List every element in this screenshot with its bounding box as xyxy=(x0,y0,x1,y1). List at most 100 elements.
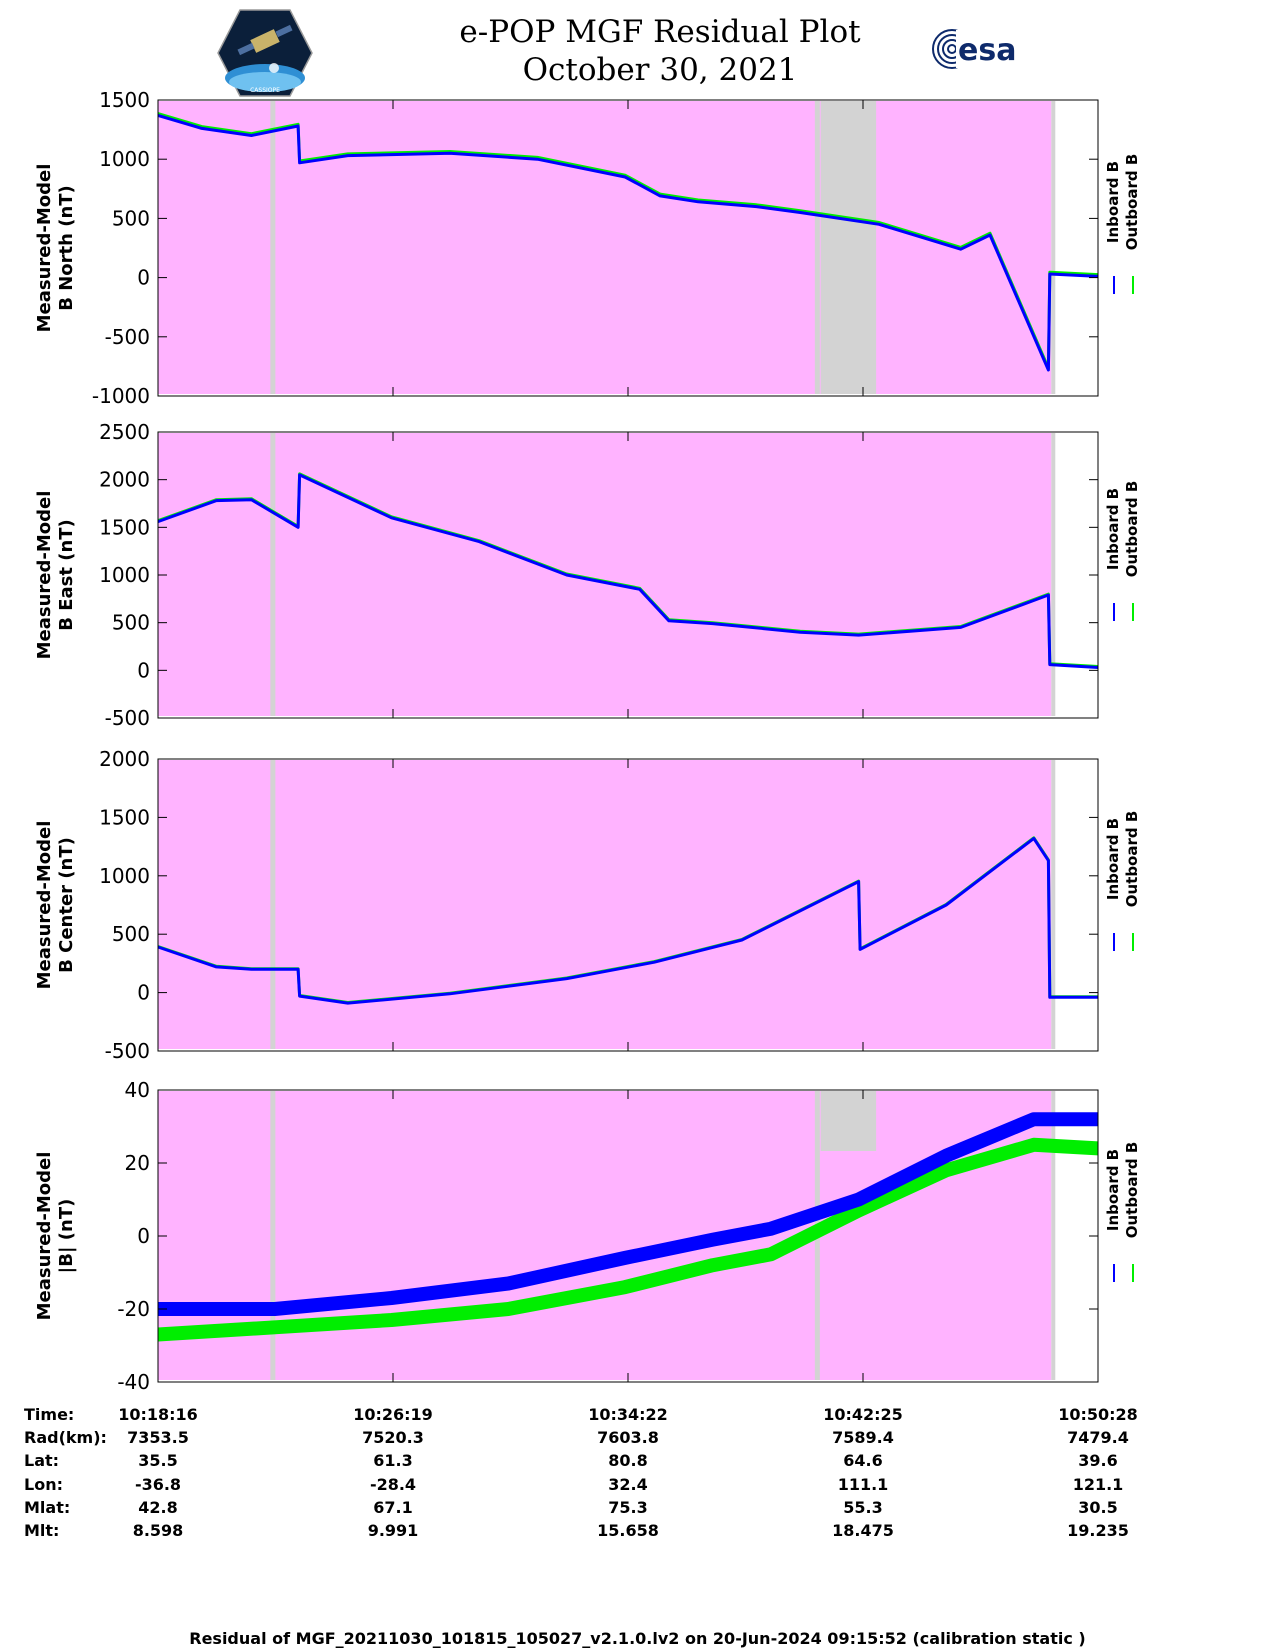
orbit-cell: 7520.3 xyxy=(362,1428,424,1447)
data-coverage-shade xyxy=(158,1091,1052,1380)
orbit-cell: 121.1 xyxy=(1072,1475,1124,1494)
gap-shade xyxy=(1051,101,1056,394)
data-coverage-shade xyxy=(158,101,1052,394)
orbit-cell: 10:50:28 xyxy=(1058,1405,1138,1424)
orbit-row-label: Mlat: xyxy=(24,1498,71,1517)
gap-shade xyxy=(270,760,276,1049)
cassiope-logo-text: CASSIOPE xyxy=(250,87,280,94)
cassiope-logo: CASSIOPE xyxy=(216,8,314,98)
orbit-row-label: Mlt: xyxy=(24,1521,60,1540)
legend-outboard-label: Outboard B xyxy=(1123,811,1141,908)
orbit-cell: 42.8 xyxy=(138,1498,178,1517)
orbit-cell: 9.991 xyxy=(367,1521,419,1540)
y-axis-label: Measured-Model xyxy=(34,491,55,660)
inboard-series-line xyxy=(157,836,1098,1005)
y-tick-label: 1000 xyxy=(99,563,150,587)
chart-subtitle-date: October 30, 2021 xyxy=(522,52,798,88)
y-tick-label: 1000 xyxy=(99,147,150,171)
orbit-cell: 55.3 xyxy=(843,1498,883,1517)
inboard-series-line xyxy=(157,473,1099,669)
legend-inboard-label: Inboard B xyxy=(1104,818,1122,900)
y-tick-label: -500 xyxy=(105,325,150,349)
gap-shade xyxy=(270,101,276,394)
y-tick-label: 20 xyxy=(125,1151,150,1175)
y-tick-label: 1500 xyxy=(99,88,150,112)
orbit-row-label: Lat: xyxy=(24,1451,60,1470)
legend-inboard-label: Inboard B xyxy=(1104,161,1122,243)
gap-shade xyxy=(814,101,820,394)
y-axis-label: Measured-Model xyxy=(34,821,55,990)
y-tick-label: -20 xyxy=(117,1297,150,1321)
legend: Inboard B Outboard B xyxy=(1104,811,1141,951)
orbit-cell: 10:18:16 xyxy=(118,1405,198,1424)
gap-shade xyxy=(1051,760,1056,1049)
outboard-series-line xyxy=(157,112,1099,370)
orbit-cell: 30.5 xyxy=(1078,1498,1118,1517)
data-coverage-shade xyxy=(158,760,1052,1049)
y-tick-label: 1000 xyxy=(99,864,150,888)
y-tick-label: 0 xyxy=(137,981,150,1005)
orbit-cell: 80.8 xyxy=(608,1451,648,1470)
legend: Inboard B Outboard B xyxy=(1104,481,1141,621)
orbit-cell: 19.235 xyxy=(1067,1521,1129,1540)
y-tick-label: 500 xyxy=(112,206,150,230)
inboard-series-line xyxy=(158,1112,1098,1316)
orbit-cell: 10:42:25 xyxy=(823,1405,903,1424)
orbit-cell: 75.3 xyxy=(608,1498,648,1517)
gap-shade xyxy=(1051,1091,1056,1380)
gap-shade xyxy=(270,1091,276,1380)
data-coverage-shade xyxy=(158,433,1052,716)
panel-1: 1500 1000 500 0 -500 -1000 Measured-Model B Nor… xyxy=(34,88,1141,408)
inboard-series-line xyxy=(157,113,1099,372)
y-axis-label-units: B East (nT) xyxy=(56,519,77,631)
y-axis-label-units: B North (nT) xyxy=(56,185,77,311)
y-axis-label-units: |B| (nT) xyxy=(56,1199,77,1274)
y-tick-label: 0 xyxy=(137,658,150,682)
footer-caption: Residual of MGF_20211030_101815_105027_v… xyxy=(189,1629,1086,1648)
legend: Inboard B Outboard B xyxy=(1104,154,1141,294)
gap-shade xyxy=(1051,433,1056,716)
y-axis-label: Measured-Model xyxy=(34,1152,55,1321)
orbit-cell: 18.475 xyxy=(832,1521,894,1540)
orbit-cell: 64.6 xyxy=(843,1451,883,1470)
legend-outboard-label: Outboard B xyxy=(1123,481,1141,578)
legend-outboard-label: Outboard B xyxy=(1123,154,1141,251)
orbit-cell: 32.4 xyxy=(608,1475,648,1494)
y-tick-label: -500 xyxy=(105,1039,150,1063)
esa-logo-text: esa xyxy=(958,33,1016,68)
orbit-cell: 35.5 xyxy=(138,1451,178,1470)
orbit-cell: 7353.5 xyxy=(127,1428,189,1447)
gap-shade xyxy=(820,101,877,394)
panel-4: 40 20 0 -20 -40 Measured-Model |B| (nT) Inboard… xyxy=(34,1078,1141,1394)
legend-inboard-label: Inboard B xyxy=(1104,488,1122,570)
orbit-cell: 10:26:19 xyxy=(353,1405,433,1424)
y-tick-label: -500 xyxy=(105,706,150,730)
y-tick-label: 1500 xyxy=(99,515,150,539)
panel-2: 2500 2000 1500 1000 500 0 -500 Measured-Model B … xyxy=(34,420,1141,730)
legend: Inboard B Outboard B xyxy=(1104,1142,1141,1282)
y-tick-label: 2000 xyxy=(99,468,150,492)
orbit-cell: 15.658 xyxy=(597,1521,659,1540)
gap-shade xyxy=(820,1091,877,1151)
orbit-row-label: Time: xyxy=(24,1405,75,1424)
y-tick-label: 0 xyxy=(137,1224,150,1248)
y-axis-label-units: B Center (nT) xyxy=(56,837,77,973)
y-axis-label: Measured-Model xyxy=(34,164,55,333)
y-tick-label: 500 xyxy=(112,922,150,946)
orbit-cell: 8.598 xyxy=(132,1521,184,1540)
orbit-cell: 111.1 xyxy=(837,1475,889,1494)
y-tick-label: 2500 xyxy=(99,420,150,444)
orbit-cell: 7479.4 xyxy=(1067,1428,1129,1447)
orbit-cell: 7603.8 xyxy=(597,1428,659,1447)
legend-inboard-label: Inboard B xyxy=(1104,1149,1122,1231)
y-tick-label: 0 xyxy=(137,266,150,290)
chart-title: e-POP MGF Residual Plot xyxy=(459,14,861,50)
orbit-cell: 10:34:22 xyxy=(588,1405,668,1424)
outboard-series-line xyxy=(157,1137,1099,1342)
y-tick-label: 1500 xyxy=(99,805,150,829)
orbit-cell: -28.4 xyxy=(369,1475,417,1494)
y-tick-label: -1000 xyxy=(92,384,150,408)
orbit-cell: 39.6 xyxy=(1078,1451,1118,1470)
orbit-row-label: Rad(km): xyxy=(24,1428,107,1447)
